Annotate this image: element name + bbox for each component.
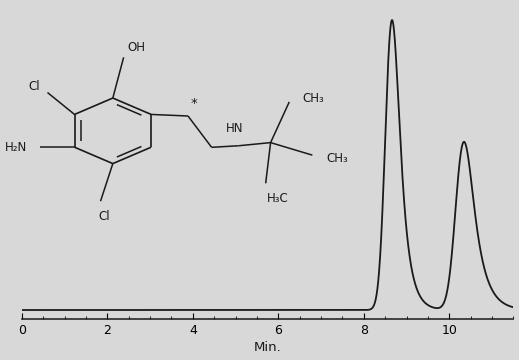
Text: OH: OH (127, 41, 145, 54)
Text: CH₃: CH₃ (326, 152, 348, 165)
Text: Cl: Cl (28, 80, 39, 93)
Text: H₃C: H₃C (267, 193, 289, 206)
Text: H₂N: H₂N (4, 141, 26, 154)
Text: Cl: Cl (99, 210, 110, 223)
Text: HN: HN (226, 122, 243, 135)
Text: *: * (190, 97, 197, 110)
X-axis label: Min.: Min. (254, 341, 281, 355)
Text: CH₃: CH₃ (302, 92, 324, 105)
